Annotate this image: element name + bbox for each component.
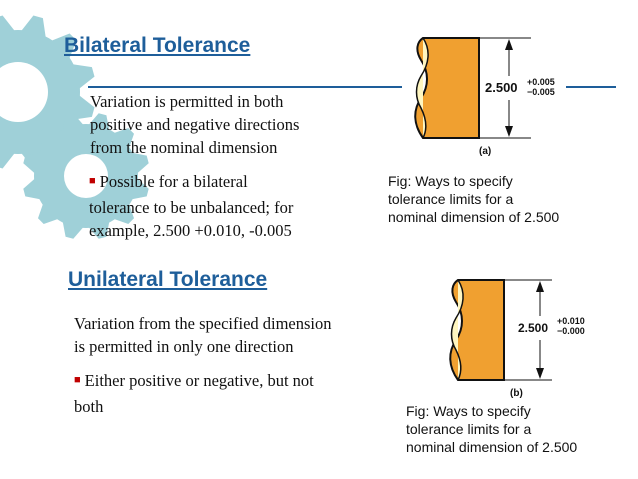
gear-hole — [64, 154, 108, 198]
caption-line: nominal dimension of 2.500 — [406, 439, 578, 455]
caption-line: nominal dimension of 2.500 — [388, 209, 560, 225]
unilateral-bullet: ■ Either positive or negative, but not bo… — [74, 369, 314, 418]
title-divider-left — [88, 86, 402, 88]
part-shape — [449, 279, 505, 381]
unilateral-figure: 2.500 +0.010 −0.000 (b) — [449, 279, 585, 399]
caption-line: Fig: Ways to specify — [388, 173, 513, 189]
square-bullet-icon: ■ — [74, 374, 81, 386]
part-break-face — [415, 37, 429, 139]
lower-limit: −0.000 — [557, 326, 585, 336]
nominal-dimension: 2.500 — [485, 80, 518, 95]
bilateral-figure: 2.500 +0.005 −0.005 (a) — [414, 37, 555, 157]
gear-hole — [0, 62, 48, 122]
nominal-dimension: 2.500 — [518, 321, 548, 335]
caption-line: tolerance limits for a — [406, 421, 532, 437]
bilateral-bullet: ■ Possible for a bilateral tolerance to b… — [89, 170, 293, 242]
caption-line: Fig: Ways to specify — [406, 403, 531, 419]
arrow-down-icon — [536, 368, 544, 379]
square-bullet-icon: ■ — [89, 175, 96, 187]
title-divider-right — [566, 86, 616, 88]
upper-limit: +0.010 — [557, 316, 585, 326]
caption-line: tolerance limits for a — [388, 191, 514, 207]
bilateral-title: Bilateral Tolerance — [64, 34, 251, 57]
text-line: tolerance to be unbalanced; for — [89, 198, 294, 217]
text-line: Possible for a bilateral — [99, 172, 248, 191]
text-line: positive and negative directions — [90, 115, 300, 134]
upper-limit: +0.005 — [527, 77, 555, 87]
text-line: from the nominal dimension — [90, 138, 278, 157]
unilateral-caption: Fig: Ways to specify tolerance limits fo… — [406, 402, 577, 456]
arrow-down-icon — [505, 126, 513, 137]
figure-label: (b) — [510, 388, 523, 399]
text-line: Variation from the specified dimension — [74, 314, 332, 333]
part-break-face — [450, 279, 464, 381]
unilateral-description: Variation from the specified dimension i… — [74, 312, 332, 358]
bilateral-description: Variation is permitted in both positive … — [90, 90, 299, 159]
arrow-up-icon — [505, 39, 513, 50]
text-line: Variation is permitted in both — [90, 92, 284, 111]
bilateral-caption: Fig: Ways to specify tolerance limits fo… — [388, 172, 559, 226]
text-line: Either positive or negative, but not — [84, 371, 314, 390]
gear-icon — [23, 113, 149, 239]
text-line: is permitted in only one direction — [74, 337, 294, 356]
unilateral-title: Unilateral Tolerance — [68, 268, 268, 291]
figure-label: (a) — [479, 146, 491, 157]
part-shape — [414, 37, 480, 139]
lower-limit: −0.005 — [527, 87, 555, 97]
text-line: both — [74, 397, 104, 416]
arrow-up-icon — [536, 281, 544, 292]
text-line: example, 2.500 +0.010, -0.005 — [89, 221, 292, 240]
